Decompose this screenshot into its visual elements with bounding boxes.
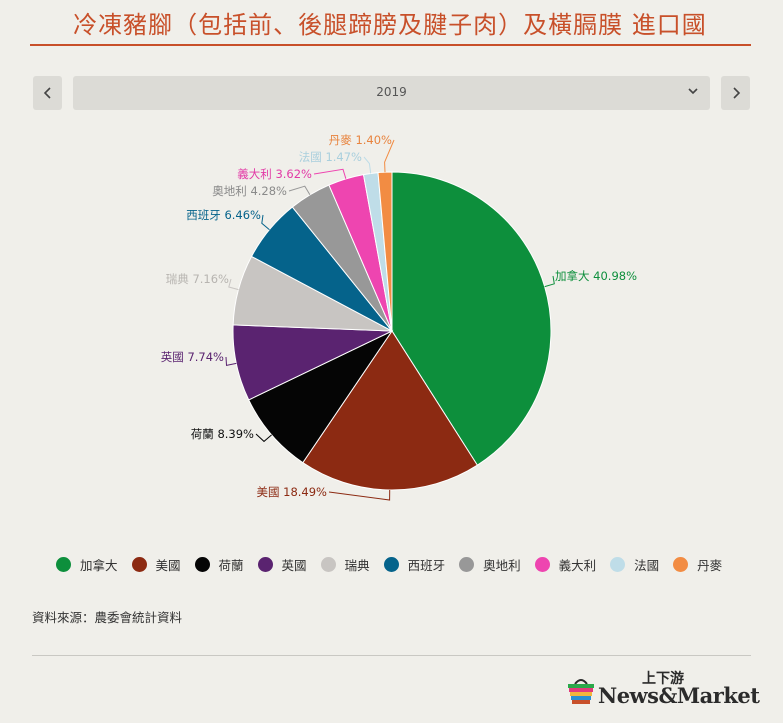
data-label-5: 瑞典 7.16% <box>166 272 229 286</box>
chevron-right-icon <box>732 87 740 99</box>
basket-logo-icon <box>568 679 594 704</box>
legend-item-6[interactable]: 西班牙 <box>383 555 446 574</box>
legend-label: 奧地利 <box>483 558 521 573</box>
legend-label: 瑞典 <box>344 558 370 573</box>
leader-line-6 <box>261 214 270 231</box>
legend-item-7[interactable]: 奧地利 <box>459 555 521 574</box>
legend-label: 法國 <box>634 558 660 573</box>
legend-swatch <box>534 557 550 572</box>
year-select[interactable]: 2019 <box>73 76 710 110</box>
legend-swatch <box>131 557 147 572</box>
year-select-value: 2019 <box>376 85 407 99</box>
data-label-10: 丹麥 1.40% <box>329 133 392 147</box>
legend-item-2[interactable]: 美國 <box>131 555 181 574</box>
data-label-6: 西班牙 6.46% <box>186 208 261 222</box>
legend-label: 西班牙 <box>407 558 446 573</box>
legend-swatch <box>56 557 71 572</box>
leader-line-5 <box>228 278 239 291</box>
legend-item-10[interactable]: 丹麥 <box>673 555 722 574</box>
chart-legend: 加拿大 美國 荷蘭 英國 瑞典 西班牙 奧地利 義大利 法國 丹麥 <box>56 555 736 574</box>
legend-swatch <box>257 557 273 572</box>
leader-line-2 <box>328 489 391 501</box>
footer-divider <box>32 655 751 656</box>
leader-line-4 <box>225 356 237 367</box>
data-label-9: 法國 1.47% <box>299 150 362 164</box>
data-label-4: 英國 7.74% <box>161 350 224 364</box>
leader-line-3 <box>255 433 272 443</box>
legend-item-5[interactable]: 瑞典 <box>320 555 370 574</box>
legend-item-1[interactable]: 加拿大 <box>56 555 118 574</box>
leader-line-9 <box>363 156 372 174</box>
legend-swatch <box>673 557 689 572</box>
legend-label: 丹麥 <box>697 558 723 573</box>
legend-swatch <box>383 557 399 572</box>
legend-swatch <box>320 557 336 572</box>
pie-slice-2[interactable] <box>302 330 479 491</box>
data-label-7: 奧地利 4.28% <box>212 184 287 198</box>
pie-slice-1[interactable] <box>391 171 552 466</box>
leader-line-1 <box>544 275 555 288</box>
legend-item-8[interactable]: 義大利 <box>534 555 597 574</box>
logo-top-text: 上下游 <box>642 671 684 687</box>
legend-item-4[interactable]: 英國 <box>257 555 307 574</box>
data-label-3: 荷蘭 8.39% <box>191 427 254 441</box>
leader-line-8 <box>313 168 347 179</box>
news-market-logo[interactable]: 上下游 News&Market <box>566 668 760 713</box>
data-label-8: 義大利 3.62% <box>237 167 312 181</box>
data-label-1: 加拿大 40.98% <box>555 269 637 283</box>
pie-chart: 加拿大 40.98% 美國 18.49% 荷蘭 8.39% 英國 7.74% 瑞典 7.… <box>161 133 637 501</box>
legend-item-3[interactable]: 荷蘭 <box>194 555 244 574</box>
legend-item-9[interactable]: 法國 <box>610 555 659 574</box>
data-source-note: 資料來源：農委會統計資料 <box>32 610 183 625</box>
legend-swatch <box>194 557 210 572</box>
legend-label: 英國 <box>281 558 307 573</box>
legend-label: 荷蘭 <box>218 558 244 573</box>
leader-line-7 <box>288 185 311 196</box>
leader-line-10 <box>384 139 395 173</box>
legend-label: 加拿大 <box>80 558 118 573</box>
data-label-2: 美國 18.49% <box>256 485 327 499</box>
chevron-left-icon <box>43 87 51 99</box>
chart-title: 冷凍豬腳（包括前、後腿蹄膀及腱子肉）及橫膈膜 進口國 <box>73 11 707 39</box>
logo-main-text: News&Market <box>598 683 760 708</box>
title-underline <box>30 44 751 46</box>
legend-label: 美國 <box>155 558 181 573</box>
chevron-down-icon <box>688 88 698 95</box>
legend-label: 義大利 <box>558 558 597 573</box>
legend-swatch <box>610 557 626 572</box>
previous-year-button[interactable] <box>33 76 62 110</box>
legend-swatch <box>459 557 475 572</box>
next-year-button[interactable] <box>721 76 750 110</box>
